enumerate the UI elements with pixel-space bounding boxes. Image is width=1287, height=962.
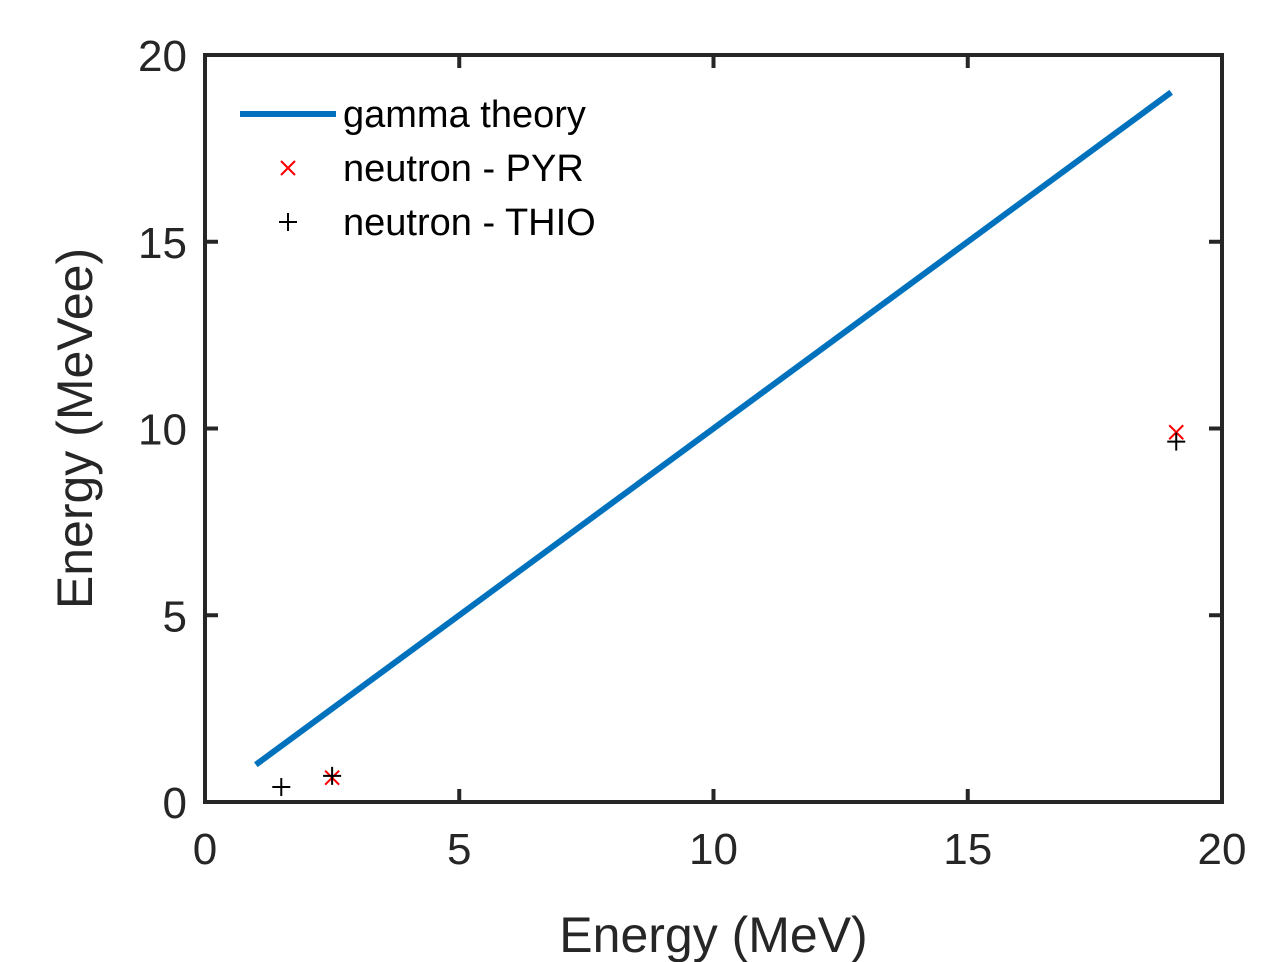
series-layer xyxy=(254,89,1186,797)
plot-area-frame xyxy=(203,53,1224,804)
data-point-neutron-thio xyxy=(1167,432,1186,451)
x-tick-label: 0 xyxy=(193,825,217,874)
x-tick-label: 10 xyxy=(689,825,738,874)
data-point-neutron-thio xyxy=(323,766,342,785)
x-tick-label: 5 xyxy=(447,825,471,874)
x-tick-label: 20 xyxy=(1198,825,1247,874)
legend-swatch xyxy=(279,213,297,231)
x-axis-label: Energy (MeV) xyxy=(559,907,867,962)
legend-label: neutron - PYR xyxy=(343,148,584,190)
y-tick-label: 5 xyxy=(163,592,187,641)
series-line-gamma-theory xyxy=(254,89,1173,768)
x-tick-label: 15 xyxy=(943,825,992,874)
y-tick-label: 10 xyxy=(138,406,187,455)
legend-item-neutron-thio: neutron - THIO xyxy=(279,202,596,244)
tick-labels: 0 5 10 15 20 0 5 10 15 20 xyxy=(138,32,1246,874)
y-tick-label: 15 xyxy=(138,219,187,268)
legend-item-gamma-theory: gamma theory xyxy=(240,94,586,136)
y-axis-label: Energy (MeVee) xyxy=(47,248,103,609)
legend: gamma theory neutron - PYR neutron - THIO xyxy=(240,94,596,244)
legend-item-neutron-pyr: neutron - PYR xyxy=(280,148,584,190)
legend-label: gamma theory xyxy=(343,94,586,136)
y-tick-label: 20 xyxy=(138,32,187,81)
data-point-neutron-pyr xyxy=(1168,424,1184,440)
y-tick-label: 0 xyxy=(163,779,187,828)
legend-label: neutron - THIO xyxy=(343,202,596,244)
data-point-neutron-thio xyxy=(272,778,291,797)
legend-swatch xyxy=(280,160,296,176)
